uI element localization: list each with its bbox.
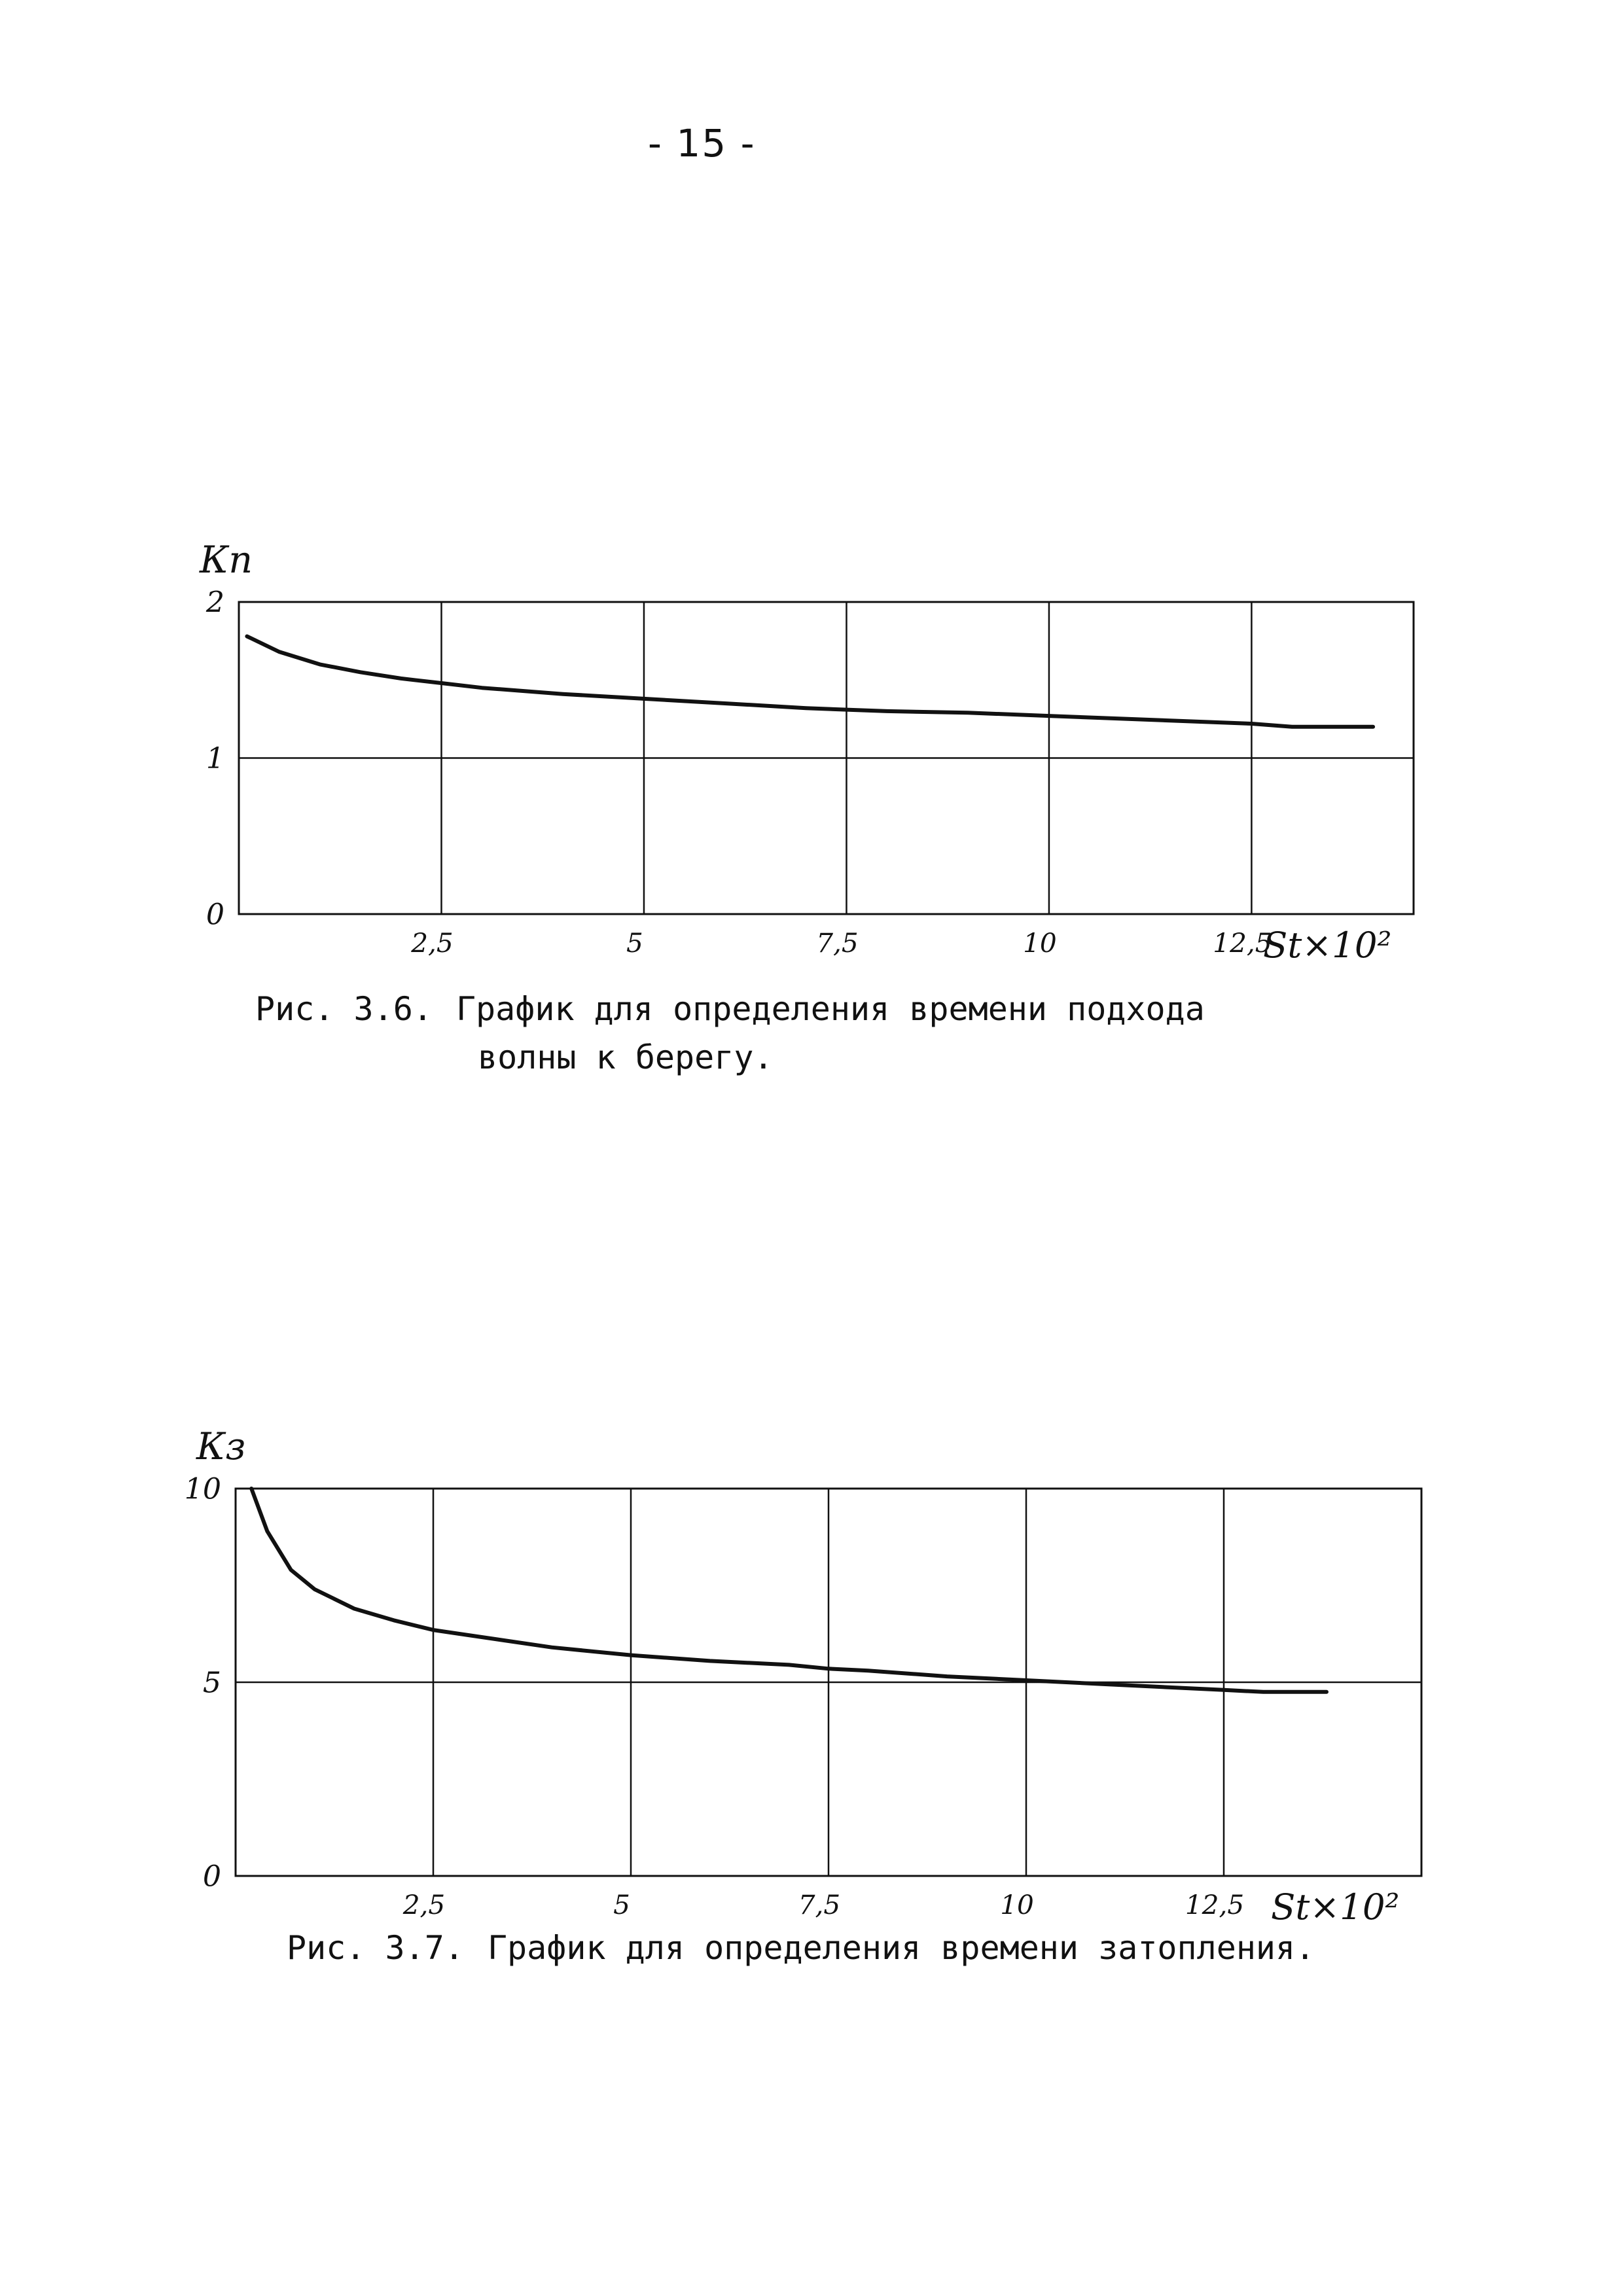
data-point [400, 677, 402, 680]
x-tick-label: 7,5 [816, 927, 858, 959]
caption-text-line1: График для определения времени подхода [455, 990, 1205, 1028]
caption-figure-number: Рис. 3.6. [255, 990, 433, 1028]
data-point [319, 663, 321, 665]
y-axis-label: Кз [196, 1425, 245, 1468]
data-point [946, 1675, 948, 1678]
data-point [1104, 1683, 1107, 1686]
data-point [562, 693, 564, 696]
x-tick-label: 12,5 [1185, 1889, 1244, 1920]
data-point [630, 1654, 632, 1657]
data-point [440, 682, 442, 684]
data-point [827, 1667, 830, 1670]
data-point [866, 1669, 869, 1672]
data-point [432, 1629, 435, 1631]
x-axis-label: St×10² [1271, 1886, 1399, 1928]
x-axis-label: St×10² [1263, 924, 1391, 966]
data-point [471, 1634, 474, 1637]
caption-figure-number: Рис. 3.7. [287, 1929, 464, 1967]
caption-fig-3-6: Рис. 3.6. График для определения времени … [255, 985, 1205, 1082]
data-point [290, 1568, 293, 1571]
y-tick-label: 1 [206, 742, 224, 775]
caption-text-line2: волны к берегу. [478, 1038, 774, 1076]
x-tick-label: 5 [613, 1889, 630, 1920]
y-axis-label: Кп [199, 539, 253, 582]
chart-kp-vs-st: 2,5 5 7,5 10 12,5 0 1 2 Кп St×10² [199, 539, 1415, 966]
data-point [885, 710, 888, 713]
page-number: - 15 - [648, 121, 756, 166]
caption-text-line1: График для определения времени затоплени… [487, 1929, 1315, 1967]
x-tick-label: 7,5 [798, 1889, 840, 1920]
y-tick-label: 5 [203, 1667, 221, 1700]
data-point [788, 1663, 791, 1666]
x-tick-label: 2,5 [402, 1889, 445, 1920]
data-point [393, 1619, 395, 1621]
data-point [1183, 1687, 1186, 1689]
data-point [480, 686, 483, 689]
chart-kz-vs-st: 2,5 5 7,5 10 12,5 0 5 10 Кз St×10² [185, 1425, 1423, 1928]
x-tick-label: 2,5 [410, 927, 453, 959]
data-point [250, 1487, 253, 1490]
data-point [845, 709, 847, 711]
data-point [1129, 718, 1132, 720]
data-point [1262, 1691, 1264, 1693]
data-point [1250, 722, 1253, 725]
data-point [550, 1646, 553, 1649]
data-point [643, 698, 645, 700]
y-tick-label: 0 [206, 898, 224, 932]
data-point [1210, 721, 1213, 724]
data-point [1325, 1691, 1328, 1693]
data-point [1372, 726, 1374, 728]
data-point [359, 671, 362, 673]
y-tick-label: 10 [185, 1473, 221, 1506]
x-tick-label: 10 [1000, 1889, 1034, 1920]
data-point [805, 707, 808, 709]
data-point [266, 1530, 268, 1532]
data-point [1222, 1689, 1225, 1691]
data-point [313, 1588, 316, 1591]
data-point [967, 711, 969, 714]
y-tick-label: 0 [203, 1860, 221, 1894]
x-tick-label: 10 [1023, 927, 1057, 959]
data-point [709, 1659, 711, 1662]
data-point [278, 650, 281, 653]
data-point [353, 1608, 355, 1610]
data-point [1025, 1679, 1027, 1682]
x-tick-label: 12,5 [1213, 927, 1272, 959]
data-point [1048, 715, 1050, 717]
data-series-line [245, 634, 1376, 729]
x-tick-label: 5 [626, 927, 643, 959]
y-tick-label: 2 [205, 586, 224, 620]
data-series-line [249, 1487, 1329, 1694]
data-point [245, 635, 248, 637]
caption-fig-3-7: Рис. 3.7. График для определения времени … [287, 1924, 1315, 1972]
data-point [1291, 726, 1293, 728]
data-point [724, 702, 726, 705]
